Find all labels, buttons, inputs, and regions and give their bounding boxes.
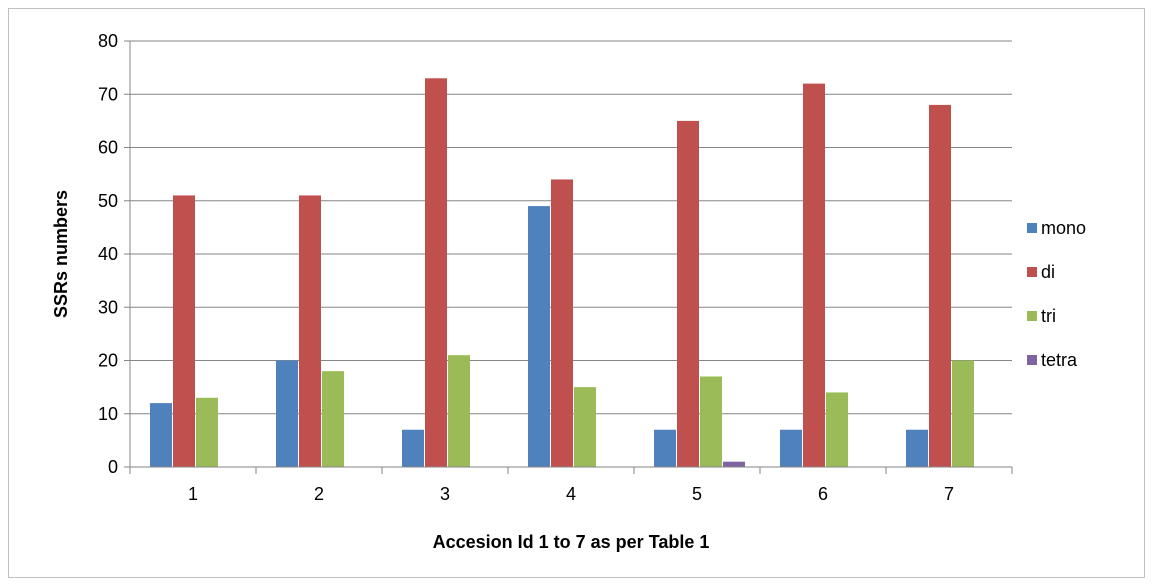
bar-tri-3: [448, 355, 470, 467]
y-tick-label: 0: [108, 457, 118, 477]
y-tick-label: 70: [98, 84, 118, 104]
legend-label-mono: mono: [1041, 218, 1086, 238]
bar-mono-5: [654, 429, 676, 467]
x-tick-label: 7: [944, 484, 954, 504]
bar-mono-2: [276, 360, 298, 467]
x-tick-label: 5: [692, 484, 702, 504]
legend-label-tri: tri: [1041, 306, 1056, 326]
y-tick-label: 10: [98, 404, 118, 424]
bar-tri-6: [826, 392, 848, 467]
legend-swatch-mono: [1027, 223, 1037, 233]
bar-di-2: [299, 195, 321, 468]
x-tick-label: 1: [188, 484, 198, 504]
legend-swatch-di: [1027, 267, 1037, 277]
legend-swatch-tetra: [1027, 355, 1037, 365]
bar-tri-7: [952, 360, 974, 467]
x-tick-label: 3: [440, 484, 450, 504]
bar-tri-5: [700, 376, 722, 467]
legend: mono di tri tetra: [1027, 218, 1086, 370]
axes: 0 10 20 30 40 50 60 70 80 1 2 3 4 5 6 7: [98, 31, 1013, 504]
legend-swatch-tri: [1027, 311, 1037, 321]
x-axis-title: Accesion Id 1 to 7 as per Table 1: [433, 532, 710, 552]
chart-frame: [8, 8, 1145, 578]
legend-label-di: di: [1041, 262, 1055, 282]
bar-tri-2: [322, 371, 344, 467]
x-tick-label: 6: [818, 484, 828, 504]
bar-mono-1: [150, 403, 172, 467]
y-axis-title: SSRs numbers: [51, 190, 71, 318]
bar-di-5: [677, 120, 699, 467]
bar-di-1: [173, 195, 195, 468]
bar-mono-3: [402, 429, 424, 467]
x-tick-label: 4: [566, 484, 576, 504]
y-tick-label: 50: [98, 191, 118, 211]
x-tick-label: 2: [314, 484, 324, 504]
y-tick-label: 60: [98, 138, 118, 158]
y-tick-label: 30: [98, 297, 118, 317]
bar-di-7: [929, 104, 951, 468]
legend-label-tetra: tetra: [1041, 350, 1078, 370]
bar-tetra-5: [723, 461, 745, 467]
bar-di-3: [425, 78, 447, 468]
bar-mono-6: [780, 429, 802, 467]
y-tick-label: 40: [98, 244, 118, 264]
y-tick-label: 20: [98, 351, 118, 371]
bar-tri-1: [196, 397, 218, 467]
bar-mono-7: [906, 429, 928, 467]
y-tick-label: 80: [98, 31, 118, 51]
bar-di-6: [803, 83, 825, 467]
bar-tri-4: [574, 387, 596, 467]
bars: [150, 78, 974, 468]
bar-mono-4: [528, 206, 550, 467]
bar-di-4: [551, 179, 573, 467]
